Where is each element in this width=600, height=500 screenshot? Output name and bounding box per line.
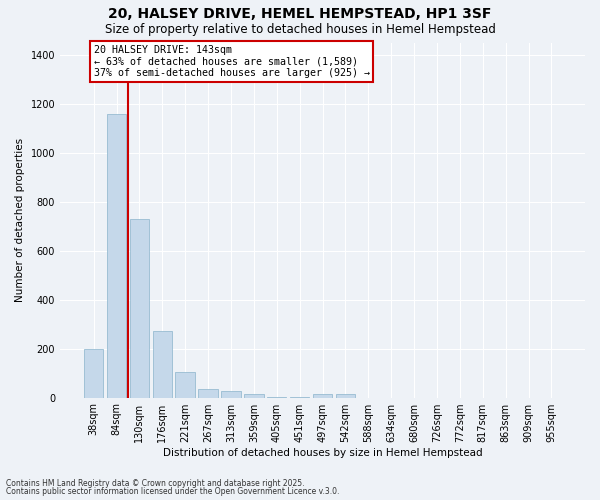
Y-axis label: Number of detached properties: Number of detached properties xyxy=(15,138,25,302)
Text: 20 HALSEY DRIVE: 143sqm
← 63% of detached houses are smaller (1,589)
37% of semi: 20 HALSEY DRIVE: 143sqm ← 63% of detache… xyxy=(94,45,370,78)
Bar xyxy=(175,372,195,398)
Bar xyxy=(221,390,241,398)
Text: Contains HM Land Registry data © Crown copyright and database right 2025.: Contains HM Land Registry data © Crown c… xyxy=(6,478,305,488)
Bar xyxy=(107,114,126,398)
Bar xyxy=(313,394,332,398)
Text: Contains public sector information licensed under the Open Government Licence v.: Contains public sector information licen… xyxy=(6,487,340,496)
Text: 20, HALSEY DRIVE, HEMEL HEMPSTEAD, HP1 3SF: 20, HALSEY DRIVE, HEMEL HEMPSTEAD, HP1 3… xyxy=(109,8,491,22)
Bar xyxy=(152,332,172,398)
Bar xyxy=(130,219,149,398)
Bar xyxy=(84,348,103,398)
Bar xyxy=(244,394,263,398)
Bar xyxy=(335,394,355,398)
Bar xyxy=(199,389,218,398)
Text: Size of property relative to detached houses in Hemel Hempstead: Size of property relative to detached ho… xyxy=(104,22,496,36)
X-axis label: Distribution of detached houses by size in Hemel Hempstead: Distribution of detached houses by size … xyxy=(163,448,482,458)
